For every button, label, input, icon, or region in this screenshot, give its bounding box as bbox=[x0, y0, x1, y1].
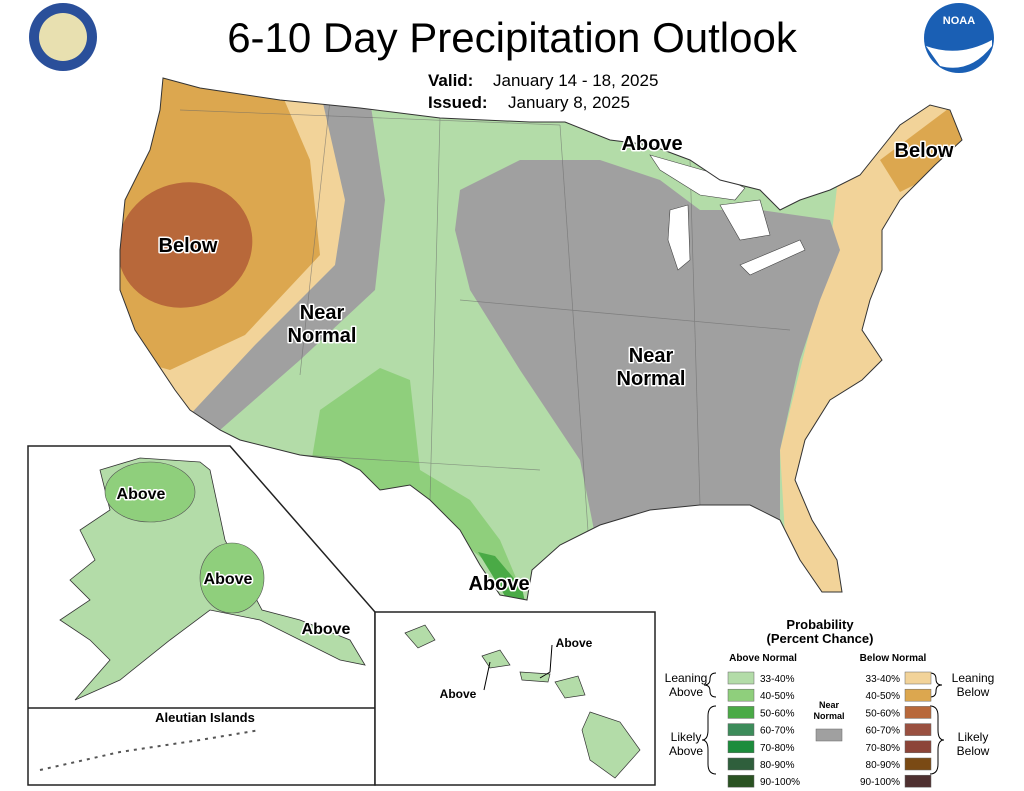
lake-huron bbox=[719, 199, 771, 241]
legend-label: 80-90% bbox=[866, 760, 901, 771]
legend-label: 33-40% bbox=[866, 674, 901, 685]
oahu bbox=[481, 649, 511, 669]
valid-dates: January 14 - 18, 2025 bbox=[493, 71, 658, 90]
legend-group: Likely bbox=[671, 730, 702, 744]
big-island bbox=[581, 711, 641, 779]
legend-label: 50-60% bbox=[760, 708, 795, 719]
region-label: Below bbox=[159, 235, 218, 257]
legend-swatch bbox=[815, 728, 843, 742]
legend-group: Below bbox=[957, 685, 990, 699]
molokai bbox=[519, 671, 551, 683]
region-label: Above bbox=[468, 573, 529, 595]
noaa-text: NOAA bbox=[943, 15, 975, 27]
legend-group: Above bbox=[669, 744, 703, 758]
near-normal-central bbox=[455, 160, 840, 560]
legend-label: 60-70% bbox=[866, 726, 901, 737]
region-label: Above bbox=[440, 687, 477, 701]
kauai bbox=[404, 624, 436, 649]
brace-above bbox=[701, 672, 717, 775]
region-label: Above bbox=[302, 621, 351, 638]
legend-near: Near bbox=[819, 700, 840, 710]
conus-outline bbox=[119, 77, 963, 601]
legend-swatch bbox=[727, 740, 755, 754]
brace-below bbox=[929, 672, 945, 775]
noaa-wave bbox=[926, 40, 992, 68]
lake-erie bbox=[739, 239, 806, 276]
title: 6-10 Day Precipitation Outlook bbox=[227, 14, 798, 61]
legend-swatch bbox=[727, 723, 755, 736]
legend-title: (Percent Chance) bbox=[767, 631, 874, 646]
legend-group: Likely bbox=[958, 730, 989, 744]
legend-swatch bbox=[904, 774, 932, 788]
alaska-above-north bbox=[104, 461, 196, 523]
legend-label: 60-70% bbox=[760, 726, 795, 737]
legend-label: 40-50% bbox=[760, 691, 795, 702]
legend-swatch bbox=[904, 671, 932, 685]
leaning-below-east bbox=[780, 78, 962, 600]
issued-date: January 8, 2025 bbox=[508, 93, 630, 112]
legend-label: 80-90% bbox=[760, 760, 795, 771]
legend-near: Normal bbox=[813, 711, 844, 721]
region-label: Above bbox=[621, 133, 682, 155]
legend-title: Probability bbox=[786, 617, 854, 632]
legend-swatch bbox=[904, 723, 932, 736]
state-lines bbox=[179, 99, 791, 561]
aleutian-islands bbox=[39, 729, 261, 771]
issued-label: Issued: bbox=[428, 93, 488, 112]
legend-swatch bbox=[727, 774, 755, 788]
region-label: Normal bbox=[617, 368, 686, 390]
legend-group: Leaning bbox=[952, 671, 995, 685]
legend-label: 70-80% bbox=[760, 743, 795, 754]
commerce-seal-inner bbox=[39, 13, 87, 61]
legend-header: Above Normal bbox=[729, 653, 797, 664]
pointer bbox=[539, 644, 553, 679]
legend-swatch bbox=[727, 706, 755, 719]
region-label: Normal bbox=[288, 325, 357, 347]
legend-swatch bbox=[727, 688, 755, 702]
legend-label: 90-100% bbox=[860, 777, 900, 788]
region-label: Near bbox=[300, 302, 345, 324]
legend-swatch bbox=[904, 706, 932, 719]
legend-swatch bbox=[904, 757, 932, 771]
alaska-above-central bbox=[199, 542, 265, 614]
legend-group: Leaning bbox=[665, 671, 708, 685]
region-label: Below bbox=[895, 140, 954, 162]
legend-swatch bbox=[904, 740, 932, 754]
below-strong-region bbox=[120, 182, 253, 308]
legend-label: 40-50% bbox=[866, 691, 901, 702]
pointer bbox=[483, 661, 491, 691]
legend-label: 70-80% bbox=[866, 743, 901, 754]
region-label: Near bbox=[629, 345, 674, 367]
lake-michigan bbox=[667, 204, 691, 271]
region-label: Above bbox=[556, 636, 593, 650]
legend-swatch bbox=[727, 757, 755, 771]
maui bbox=[554, 675, 586, 699]
legend-group: Above bbox=[669, 685, 703, 699]
legend-label: 90-100% bbox=[760, 777, 800, 788]
legend-swatch bbox=[727, 671, 755, 685]
legend-label: 33-40% bbox=[760, 674, 795, 685]
legend-swatch bbox=[904, 688, 932, 702]
legend-group: Below bbox=[957, 744, 990, 758]
valid-label: Valid: bbox=[428, 71, 473, 90]
inset-label: Aleutian Islands bbox=[155, 710, 255, 725]
above-likely-texas bbox=[478, 552, 525, 600]
region-label: Above bbox=[117, 486, 166, 503]
region-label: Above bbox=[204, 571, 253, 588]
legend-label: 50-60% bbox=[866, 708, 901, 719]
above-texas bbox=[310, 368, 522, 592]
legend-header: Below Normal bbox=[860, 653, 927, 664]
